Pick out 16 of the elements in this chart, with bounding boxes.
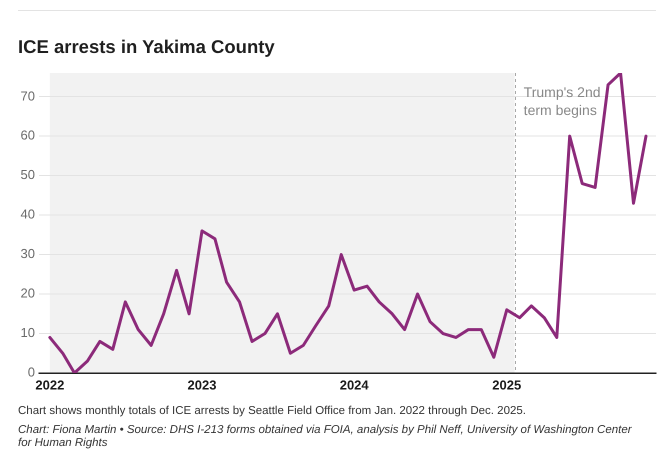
x-tick-label: 2025 bbox=[492, 377, 522, 392]
y-tick-label: 0 bbox=[28, 364, 35, 380]
y-tick-label: 40 bbox=[20, 206, 35, 222]
chart-title: ICE arrests in Yakima County bbox=[18, 36, 275, 58]
ref-line-label: Trump's 2nd term begins bbox=[524, 84, 601, 118]
y-tick-label: 10 bbox=[20, 325, 35, 340]
text: Chart: Fiona Martin • Source: DHS I-213 forms obtained via FOIA, analysis by Phil Neff, University of Washington Center for Human Rights bbox=[18, 424, 633, 450]
y-tick-label: 60 bbox=[20, 128, 35, 143]
y-tick-label: 70 bbox=[20, 88, 35, 104]
y-tick-label: 50 bbox=[20, 167, 35, 182]
x-tick-label: 2022 bbox=[35, 377, 64, 392]
x-tick-label: 2024 bbox=[340, 377, 370, 392]
y-tick-label: 30 bbox=[20, 246, 35, 262]
x-tick-label: 2023 bbox=[188, 377, 216, 392]
y-tick-label: 20 bbox=[20, 286, 35, 301]
text: Chart shows monthly totals of ICE arrests by Seattle Field Office from Jan. 2022 through Dec. 2025. bbox=[18, 405, 527, 418]
